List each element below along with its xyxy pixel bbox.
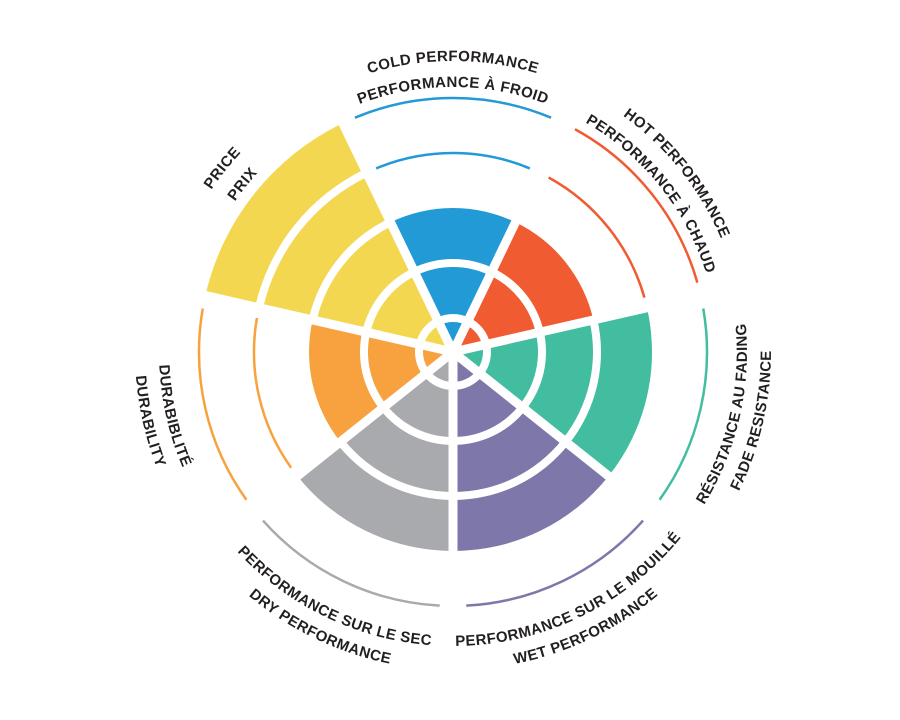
empty-level-arc-hot-performance-level-5	[574, 128, 699, 283]
empty-level-arc-hot-performance-level-4	[548, 176, 646, 298]
empty-level-arc-cold-performance-level-4	[375, 151, 531, 170]
empty-level-arc-dry-performance-level-5	[262, 519, 440, 607]
wedge-band-wet-performance-level-3	[453, 409, 563, 492]
sector-divider-spoke	[336, 116, 458, 354]
wedge-band-durability-level-2	[368, 333, 424, 405]
sector-divider-spoke	[247, 348, 456, 518]
wedge-band-price-level-4	[262, 176, 389, 320]
wedge-band-dry-performance-level-2	[386, 375, 453, 438]
wedge-band-wet-performance-level-4	[453, 444, 609, 551]
sector-label-cold-performance-line2: PERFORMANCE À FROID	[355, 74, 551, 108]
empty-level-arc-fade-resistance-level-5	[658, 308, 709, 501]
wedge-band-cold-performance-level-3	[390, 208, 516, 269]
sector-divider-spoke	[448, 116, 570, 354]
wedge-band-dry-performance-level-3	[343, 409, 453, 492]
sector-label-cold-performance-line1: COLD PERFORMANCE	[365, 48, 540, 77]
empty-level-arc-cold-performance-level-5	[354, 96, 552, 119]
sector-label-hot-performance-line1: HOT PERFORMANCE	[621, 105, 734, 240]
wedge-band-durability-level-3	[309, 319, 381, 442]
wedge-band-wet-performance-level-2	[453, 375, 520, 437]
empty-level-arc-wet-performance-level-5	[466, 519, 644, 607]
sector-divider-spoke	[199, 289, 455, 357]
wedge-band-fade-resistance-level-2	[482, 333, 538, 405]
wedge-band-hot-performance-level-3	[493, 222, 594, 332]
sector-divider-spoke	[451, 289, 707, 357]
wedge-band-fade-resistance-level-4	[568, 307, 652, 477]
sector-divider-spoke	[450, 348, 659, 518]
wedge-band-price-level-3	[316, 225, 413, 332]
wedge-band-dry-performance-level-4	[297, 444, 453, 551]
empty-level-arc-durability-level-4	[252, 317, 293, 469]
empty-level-arc-durability-level-5	[197, 308, 248, 501]
wedge-band-price-level-5	[205, 123, 365, 307]
wedge-band-fade-resistance-level-3	[525, 320, 593, 440]
